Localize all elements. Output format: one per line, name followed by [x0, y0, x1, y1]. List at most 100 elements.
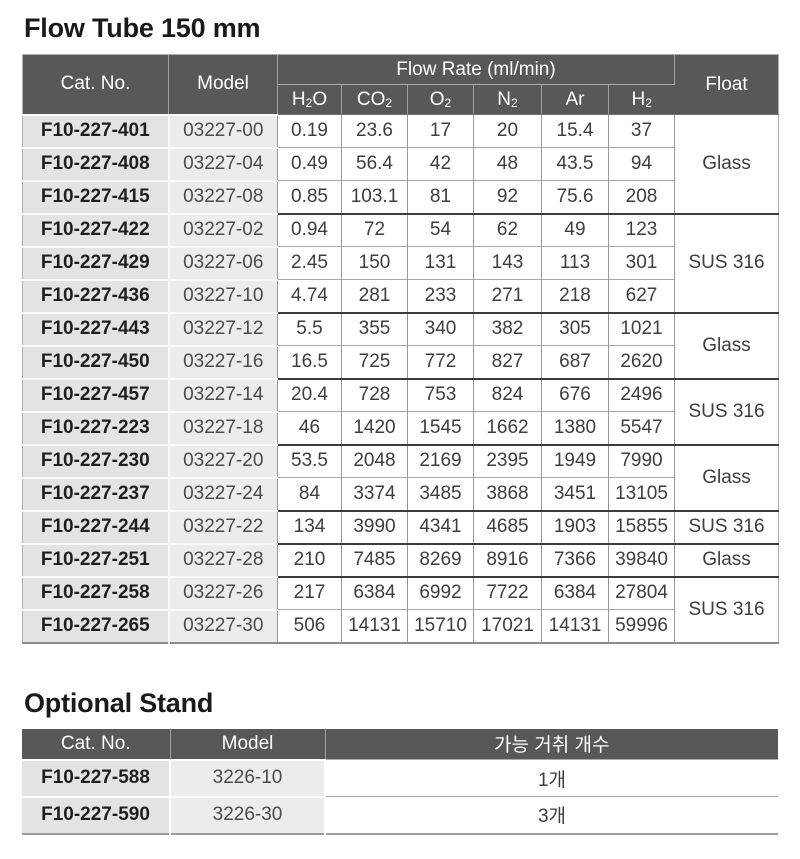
flow-value-cell: 48 [473, 147, 542, 181]
model-cell: 03227-14 [168, 377, 278, 412]
flow-value-cell: 210 [277, 542, 342, 577]
cat-no-cell: F10-227-415 [22, 179, 170, 214]
count-cell: 3개 [325, 796, 778, 834]
flow-value-cell: 340 [407, 311, 474, 346]
cat-no-cell: F10-227-588 [22, 758, 171, 797]
opt-col-header-cat-no: Cat. No. [22, 728, 171, 760]
flow-value-cell: 59996 [608, 609, 675, 643]
flow-value-cell: 772 [407, 345, 474, 379]
flow-value-cell: 6992 [407, 575, 474, 610]
float-cell: SUS 316 [674, 212, 779, 313]
flow-row: F10-227-429 03227-06 2.45 150 131 143 113 301 [22, 245, 779, 280]
flow-value-cell: 3451 [541, 477, 609, 511]
flow-value-cell: 0.85 [277, 180, 342, 214]
flow-value-cell: 72 [341, 212, 408, 247]
flow-tube-tbody: F10-227-401 03227-00 0.19 23.6 17 20 15.4 37 Gla… [22, 113, 779, 643]
flow-value-cell: 753 [407, 377, 474, 412]
flow-tube-table: Cat. No. Model Flow Rate (ml/min) Float … [22, 54, 779, 644]
cat-no-cell: F10-227-230 [22, 443, 170, 478]
col-header-float: Float [674, 54, 779, 115]
flow-value-cell: 725 [341, 345, 408, 379]
flow-value-cell: 92 [473, 180, 542, 214]
col-header-gas: H2O [277, 84, 342, 115]
flow-value-cell: 1021 [608, 311, 675, 346]
count-cell: 1개 [325, 759, 778, 797]
cat-no-cell: F10-227-258 [22, 575, 170, 610]
flow-value-cell: 0.49 [277, 147, 342, 181]
optional-stand-table: Cat. No. Model 가능 거취 개수 F10-227-588 3226-… [22, 728, 778, 835]
cat-no-cell: F10-227-422 [22, 212, 170, 247]
flow-value-cell: 53.5 [277, 443, 342, 478]
flow-value-cell: 39840 [608, 542, 675, 577]
optional-stand-title: Optional Stand [24, 687, 214, 718]
cat-no-cell: F10-227-265 [22, 608, 170, 643]
flow-value-cell: 150 [341, 246, 408, 280]
flow-row: F10-227-422 03227-02 0.94 72 54 62 49 123 SUS 31… [22, 212, 779, 313]
col-header-model: Model [168, 54, 278, 115]
flow-value-cell: 1545 [407, 411, 474, 445]
flow-value-cell: 27804 [608, 575, 675, 610]
flow-value-cell: 3485 [407, 477, 474, 511]
opt-col-header-model: Model [170, 728, 326, 760]
cat-no-cell: F10-227-590 [22, 795, 171, 834]
flow-value-cell: 103.1 [341, 180, 408, 214]
flow-value-cell: 16.5 [277, 345, 342, 379]
cat-no-cell: F10-227-244 [22, 509, 170, 544]
flow-row: F10-227-401 03227-00 0.19 23.6 17 20 15.4 37 Gla… [22, 113, 779, 214]
flow-value-cell: 13105 [608, 477, 675, 511]
flow-value-cell: 355 [341, 311, 408, 346]
flow-value-cell: 143 [473, 246, 542, 280]
col-header-gas: CO2 [341, 84, 408, 115]
col-header-gas: Ar [541, 84, 609, 115]
cat-no-cell: F10-227-223 [22, 410, 170, 445]
model-cell: 03227-08 [168, 179, 278, 214]
flow-value-cell: 131 [407, 246, 474, 280]
flow-value-cell: 8916 [473, 542, 542, 577]
flow-row: F10-227-230 03227-20 53.5 2048 2169 2395 1949 7… [22, 443, 779, 511]
flow-value-cell: 94 [608, 147, 675, 181]
model-cell: 03227-28 [168, 542, 278, 577]
flow-value-cell: 4685 [473, 509, 542, 544]
flow-value-cell: 113 [541, 246, 609, 280]
model-cell: 03227-26 [168, 575, 278, 610]
flow-value-cell: 2048 [341, 443, 408, 478]
flow-value-cell: 2620 [608, 345, 675, 379]
flow-value-cell: 84 [277, 477, 342, 511]
flow-value-cell: 824 [473, 377, 542, 412]
flow-value-cell: 81 [407, 180, 474, 214]
flow-value-cell: 4341 [407, 509, 474, 544]
flow-tube-title: Flow Tube 150 mm [24, 13, 261, 43]
flow-value-cell: 56.4 [341, 147, 408, 181]
flow-value-cell: 46 [277, 411, 342, 445]
flow-row: F10-227-443 03227-12 5.5 355 340 382 305 1021 Gl… [22, 311, 779, 379]
flow-value-cell: 208 [608, 180, 675, 214]
flow-tube-table-header: Cat. No. Model Flow Rate (ml/min) Float … [22, 54, 779, 115]
flow-value-cell: 2496 [608, 377, 675, 412]
flow-value-cell: 37 [608, 114, 675, 148]
flow-value-cell: 382 [473, 311, 542, 346]
flow-value-cell: 43.5 [541, 147, 609, 181]
flow-value-cell: 7366 [541, 542, 609, 577]
flow-row: F10-227-223 03227-18 46 1420 1545 1662 1380 554… [22, 410, 779, 445]
flow-value-cell: 271 [473, 279, 542, 313]
flow-value-cell: 627 [608, 279, 675, 313]
flow-value-cell: 14131 [541, 609, 609, 643]
flow-value-cell: 54 [407, 212, 474, 247]
flow-value-cell: 1420 [341, 411, 408, 445]
flow-value-cell: 3868 [473, 477, 542, 511]
flow-value-cell: 23.6 [341, 114, 408, 148]
flow-value-cell: 0.94 [277, 212, 342, 247]
flow-value-cell: 281 [341, 279, 408, 313]
flow-value-cell: 1662 [473, 411, 542, 445]
flow-value-cell: 62 [473, 212, 542, 247]
flow-value-cell: 20.4 [277, 377, 342, 412]
flow-row: F10-227-258 03227-26 217 6384 6992 7722 6384 27… [22, 575, 779, 643]
flow-value-cell: 2169 [407, 443, 474, 478]
flow-value-cell: 2395 [473, 443, 542, 478]
gas-header-row: H2O CO2 O2 N2 Ar H2 [23, 84, 779, 115]
flow-value-cell: 2.45 [277, 246, 342, 280]
model-cell: 03227-30 [168, 608, 278, 643]
model-cell: 03227-10 [168, 278, 278, 313]
cat-no-cell: F10-227-237 [22, 476, 170, 511]
flow-value-cell: 687 [541, 345, 609, 379]
